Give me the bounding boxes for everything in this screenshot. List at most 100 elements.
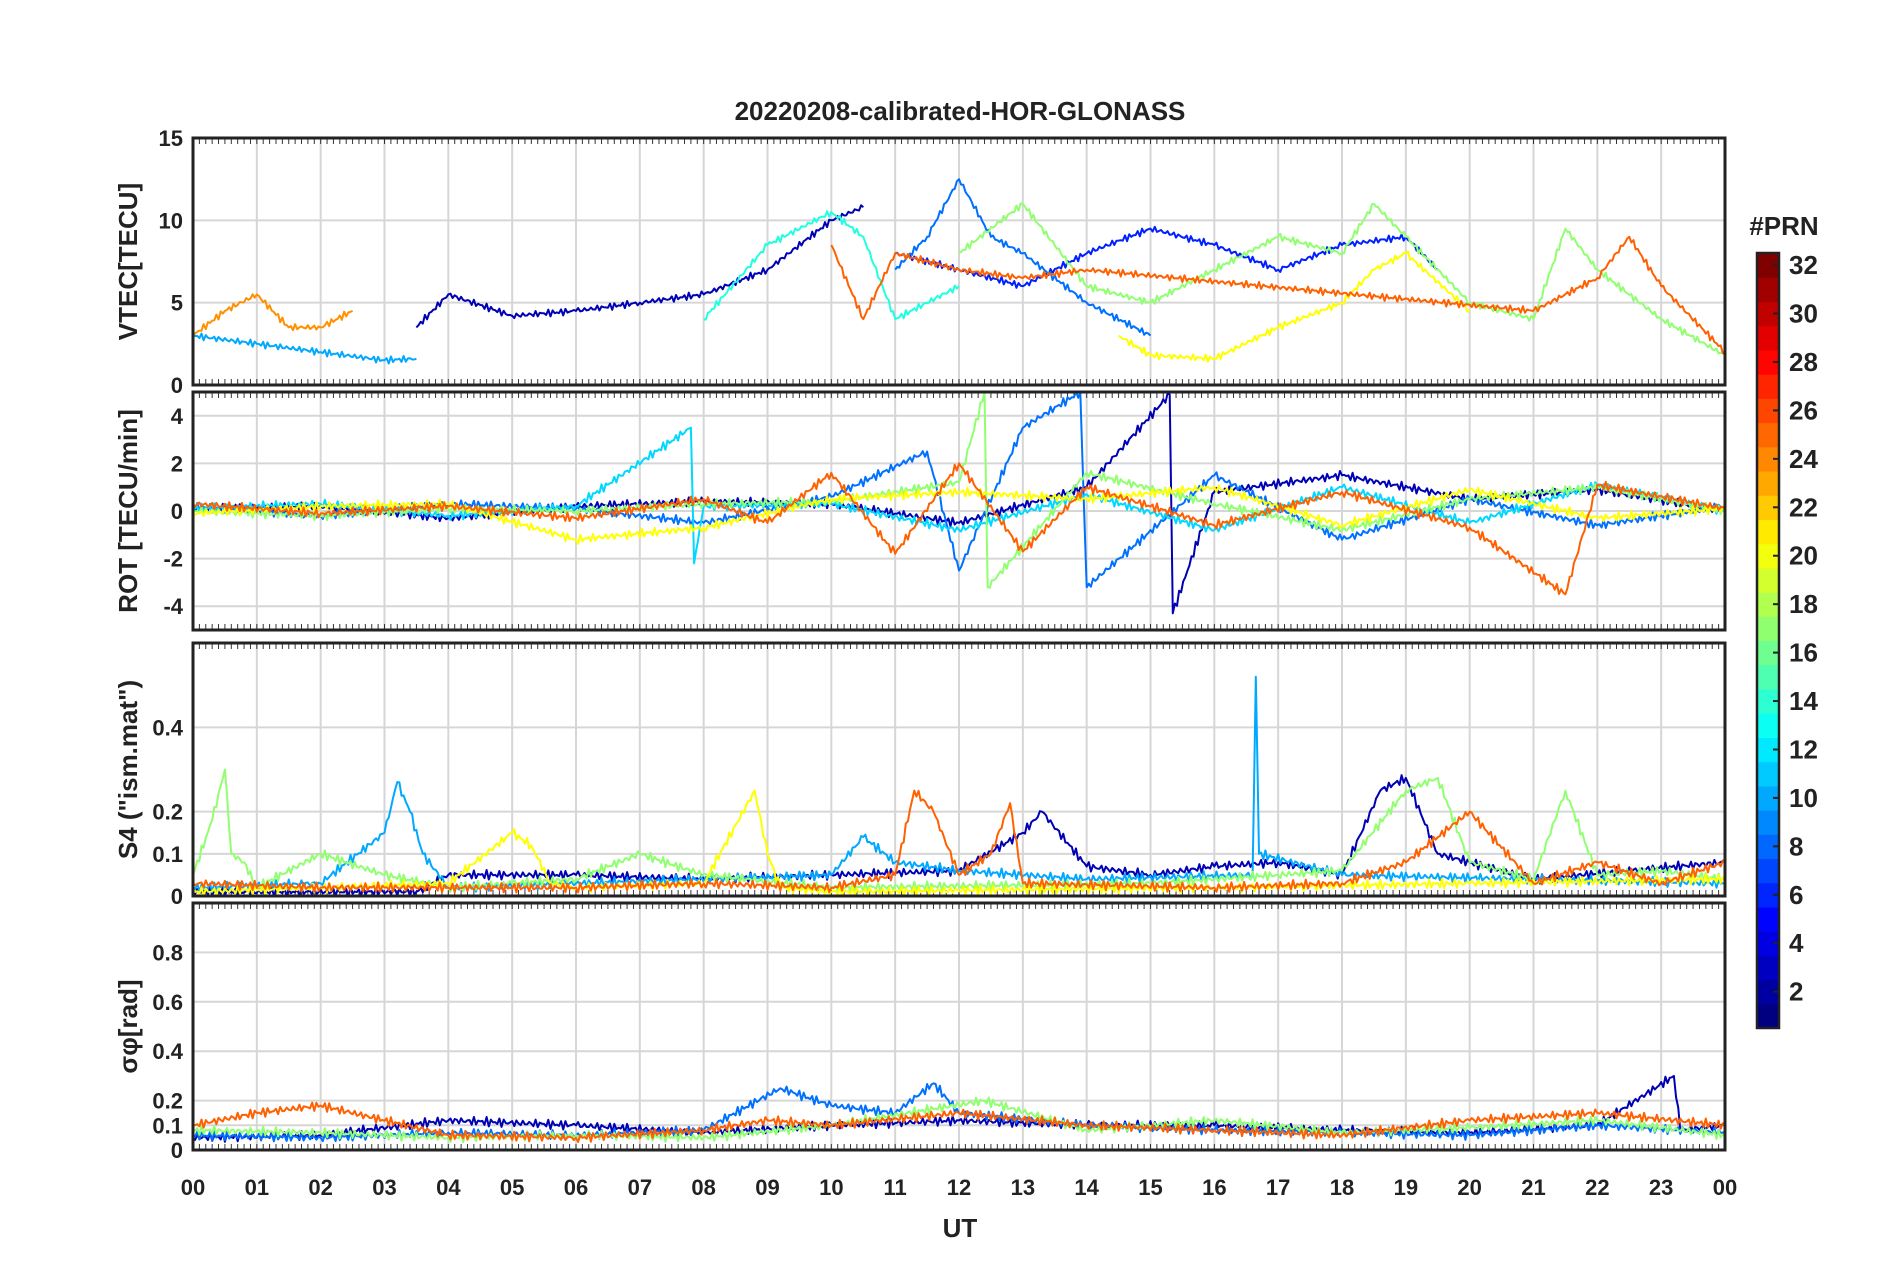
x-tick-label: 10 (819, 1175, 843, 1200)
x-tick-label: 18 (1330, 1175, 1354, 1200)
colorbar-segment (1757, 640, 1779, 666)
x-tick-label: 04 (436, 1175, 461, 1200)
series-line-prn-24 (830, 235, 1725, 355)
panel-VTEC: 0 5 10 15 VTEC[TECU] (113, 126, 1727, 398)
axes-frame (191, 390, 1727, 632)
colorbar-tick-label: 10 (1789, 783, 1818, 813)
series-line-prn-20 (193, 789, 1725, 896)
x-tick-label: 16 (1202, 1175, 1226, 1200)
x-tick-label: 07 (628, 1175, 652, 1200)
y-tick-label: 10 (159, 208, 183, 233)
series-line-prn-23 (193, 293, 354, 337)
colorbar-segment (1757, 349, 1779, 375)
colorbar-tick-label: 8 (1789, 831, 1803, 861)
series-line-prn-24 (193, 462, 1725, 596)
x-tick-label: 09 (755, 1175, 779, 1200)
colorbar-tick-label: 2 (1789, 977, 1803, 1007)
colorbar-segment (1757, 592, 1779, 617)
x-tick-label: 00 (1713, 1175, 1737, 1200)
x-tick-label: 22 (1585, 1175, 1609, 1200)
colorbar-segment (1757, 834, 1779, 860)
colorbar-segment (1757, 567, 1779, 593)
colorbar-segment (1757, 1003, 1779, 1029)
x-tick-label: 03 (372, 1175, 396, 1200)
y-tick-label: 0 (171, 499, 183, 524)
series-line-prn-2 (415, 204, 864, 329)
colorbar-segment (1757, 543, 1779, 569)
x-tick-label: 01 (245, 1175, 269, 1200)
y-tick-label: 15 (159, 126, 183, 151)
colorbar-frame (1755, 251, 1781, 1030)
x-tick-label: 06 (564, 1175, 588, 1200)
x-tick-labels: 00 01 02 03 04 05 06 07 08 09 10 11 12 13 14 15 16 17 18 19… (181, 1175, 1737, 1200)
colorbar-segment (1757, 495, 1779, 521)
y-tick-label: 0.2 (152, 800, 183, 825)
colorbar-segment (1757, 810, 1779, 835)
colorbar-segment (1757, 277, 1779, 303)
colorbar-segment (1757, 301, 1779, 327)
colorbar-segment (1757, 882, 1779, 908)
axes-frame (191, 901, 1727, 1152)
series-group (193, 675, 1725, 896)
series-line-prn-19 (1117, 250, 1471, 363)
colorbar-tick-label: 20 (1789, 541, 1818, 571)
colorbar-segment (1757, 664, 1779, 690)
y-axis-label: S4 ("ism.mat") (113, 680, 143, 859)
y-axis-label: σφ[rad] (113, 979, 143, 1073)
x-tick-label: 02 (308, 1175, 332, 1200)
y-axis-label: ROT [TECU/min] (113, 409, 143, 613)
series-group (193, 1074, 1725, 1144)
y-tick-label: 2 (171, 451, 183, 476)
x-tick-label: 00 (181, 1175, 205, 1200)
series-line-prn-10 (193, 332, 417, 365)
colorbar-segment (1757, 446, 1779, 472)
colorbar-segment (1757, 688, 1779, 714)
y-tick-label: 5 (171, 291, 183, 316)
x-tick-label: 14 (1074, 1175, 1099, 1200)
y-tick-label: -2 (163, 547, 183, 572)
colorbar-segment (1757, 422, 1779, 448)
colorbar-segment (1757, 931, 1779, 956)
colorbar-tick-label: 26 (1789, 395, 1818, 425)
panel-ROT: -4 -2 0 2 4 ROT [TECU/min] (113, 390, 1727, 632)
y-tick-label: 0.2 (152, 1089, 183, 1114)
figure-title: 20220208-calibrated-HOR-GLONASS (735, 96, 1186, 126)
colorbar-tick-label: 18 (1789, 589, 1818, 619)
colorbar-segment (1757, 737, 1779, 763)
colorbar-tick-label: 12 (1789, 734, 1818, 764)
y-tick-label: 0.4 (152, 715, 183, 740)
colorbar-tick-label: 30 (1789, 299, 1818, 329)
y-tick-label: 0 (171, 373, 183, 398)
x-tick-label: 23 (1649, 1175, 1673, 1200)
y-tick-label: 0.1 (152, 842, 183, 867)
colorbar-segment (1757, 325, 1779, 351)
series-line-prn-13 (703, 210, 960, 321)
series-line-prn-20 (193, 484, 1725, 545)
colorbar-segment (1757, 253, 1779, 278)
panel-S4: 0 0.1 0.2 0.4 S4 ("ism.mat") (113, 641, 1727, 909)
y-axis-label: VTEC[TECU] (113, 183, 143, 340)
colorbar-segment (1757, 858, 1779, 884)
x-tick-label: 05 (500, 1175, 524, 1200)
series-line-prn-2 (193, 1074, 1725, 1143)
colorbar-tick-label: 16 (1789, 638, 1818, 668)
colorbar-tick-label: 6 (1789, 880, 1803, 910)
x-tick-label: 17 (1266, 1175, 1290, 1200)
series-line-prn-16 (193, 392, 1725, 589)
colorbar-tick-label: 4 (1789, 928, 1804, 958)
colorbar-segment (1757, 713, 1779, 738)
colorbar-tick-label: 28 (1789, 347, 1818, 377)
x-axis-label: UT (943, 1213, 978, 1243)
colorbar-segment (1757, 761, 1779, 787)
axes-frame (191, 641, 1727, 898)
colorbar-segment (1757, 955, 1779, 981)
y-tick-label: 0 (171, 1138, 183, 1163)
x-tick-label: 21 (1521, 1175, 1545, 1200)
series-line-prn-8 (894, 178, 1152, 337)
x-tick-label: 08 (691, 1175, 715, 1200)
y-tick-label: 0.6 (152, 990, 183, 1015)
x-tick-label: 13 (1011, 1175, 1035, 1200)
